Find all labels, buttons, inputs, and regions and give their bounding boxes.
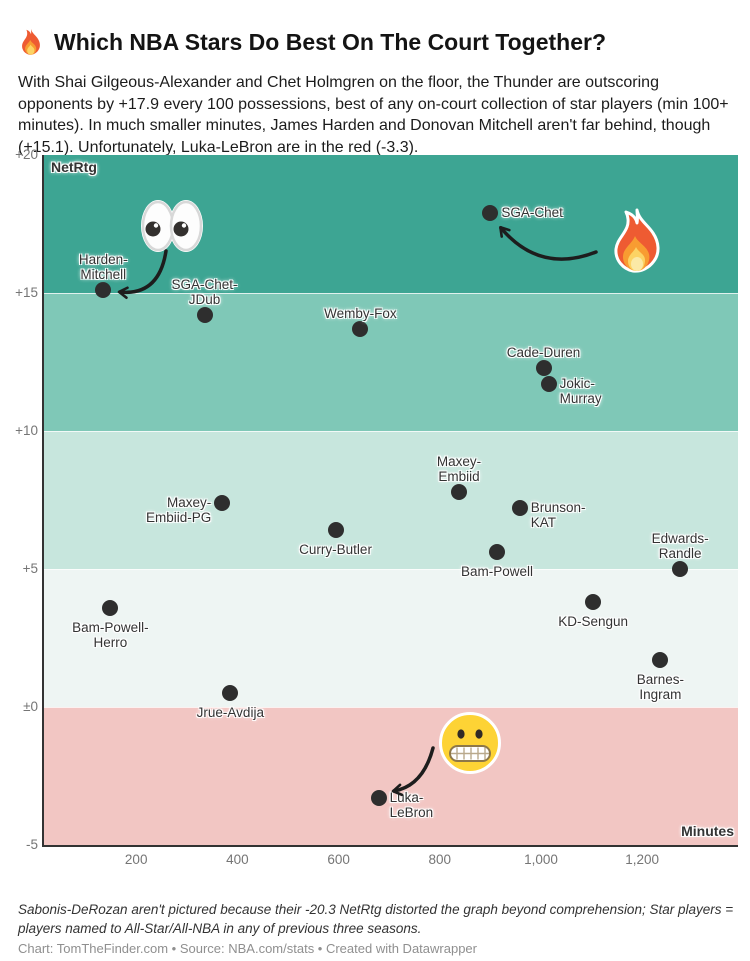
point-label: Bam-Powell- Herro — [72, 619, 149, 650]
description: With Shai Gilgeous-Alexander and Chet Ho… — [18, 74, 729, 156]
gridline — [44, 431, 738, 432]
y-tick-label: +10 — [15, 423, 38, 438]
eyes-emoji — [141, 199, 203, 253]
x-axis-line — [42, 845, 738, 847]
point-label: Luka- LeBron — [389, 790, 434, 821]
scatter-dot[interactable] — [535, 359, 552, 376]
footnote: Sabonis-DeRozan aren't pictured because … — [18, 901, 734, 936]
point-label: Maxey- Embiid — [436, 453, 482, 484]
y-tick-label: -5 — [25, 837, 38, 852]
point-label: Brunson- KAT — [530, 500, 586, 531]
gridline — [44, 293, 738, 294]
point-label: Maxey- Embiid-PG — [145, 494, 212, 525]
y-tick-label: ±0 — [23, 699, 38, 714]
scatter-dot[interactable] — [95, 282, 112, 299]
point-label: KD-Sengun — [558, 614, 629, 630]
band-5-to-10 — [44, 431, 738, 569]
band-0-to-5 — [44, 569, 738, 707]
band-10-to-15 — [44, 293, 738, 431]
grimace-emoji — [438, 711, 502, 775]
scatter-dot[interactable] — [352, 320, 369, 337]
fire-emoji — [607, 208, 667, 274]
scatter-dot[interactable] — [540, 376, 557, 393]
scatter-dot[interactable] — [585, 594, 602, 611]
scatter-dot[interactable] — [370, 790, 387, 807]
point-label: Bam-Powell — [460, 564, 533, 580]
point-label: Curry-Butler — [299, 542, 372, 558]
scatter-dot[interactable] — [482, 204, 499, 221]
point-label: Harden- Mitchell — [78, 252, 128, 283]
x-axis-title: Minutes — [681, 823, 734, 839]
x-tick-label: 200 — [124, 852, 148, 867]
scatter-dot[interactable] — [451, 483, 468, 500]
point-label: SGA-Chet — [501, 204, 563, 220]
page-title-text: Which NBA Stars Do Best On The Court Tog… — [54, 29, 607, 56]
scatter-dot[interactable] — [672, 561, 689, 577]
fire-icon — [18, 28, 44, 56]
scatter-dot[interactable] — [196, 307, 213, 324]
gridline — [44, 569, 738, 570]
point-label: Jokic- Murray — [559, 376, 602, 407]
y-tick-label: +15 — [15, 285, 38, 300]
band--5-to-0 — [44, 707, 738, 845]
point-label: Barnes- Ingram — [636, 672, 685, 703]
point-label: Jrue-Avdija — [196, 705, 264, 721]
point-label: Edwards- Randle — [651, 531, 709, 561]
y-tick-label: +20 — [15, 147, 38, 162]
scatter-dot[interactable] — [327, 522, 344, 539]
point-label: Cade-Duren — [506, 344, 581, 360]
scatter-dot[interactable] — [222, 685, 239, 702]
x-tick-label: 1,200 — [625, 852, 660, 867]
page-title: Which NBA Stars Do Best On The Court Tog… — [18, 28, 734, 56]
scatter-dot[interactable] — [488, 544, 505, 561]
y-axis-line — [42, 155, 44, 847]
x-tick-label: 600 — [327, 852, 350, 867]
x-tick-label: 400 — [226, 852, 249, 867]
x-tick-label: 1,000 — [524, 852, 558, 867]
y-axis-title: NetRtg — [51, 159, 97, 175]
point-label: SGA-Chet- JDub — [171, 277, 238, 308]
scatter-dot[interactable] — [102, 599, 119, 616]
credit-line: Chart: TomTheFinder.com • Source: NBA.co… — [18, 941, 477, 956]
y-tick-label: +5 — [22, 561, 38, 576]
x-tick-label: 800 — [428, 852, 452, 867]
gridline — [44, 707, 738, 708]
point-label: Wemby-Fox — [324, 305, 397, 321]
scatter-dot[interactable] — [511, 500, 528, 517]
scatter-dot[interactable] — [214, 494, 231, 511]
scatter-dot[interactable] — [652, 652, 669, 669]
